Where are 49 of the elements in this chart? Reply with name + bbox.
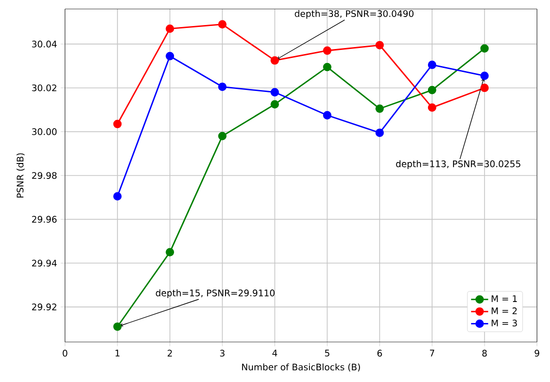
y-tick-label: 30.04 xyxy=(32,40,57,48)
y-axis-title: PSNR (dB) xyxy=(16,153,25,198)
point xyxy=(375,40,384,50)
annotation: depth=15, PSNR=29.9110 xyxy=(156,289,275,298)
x-tick-label: 9 xyxy=(534,350,540,357)
point xyxy=(375,104,384,113)
point xyxy=(166,248,174,256)
y-tick-label: 30.00 xyxy=(32,128,57,136)
point xyxy=(113,120,122,128)
point xyxy=(113,192,122,200)
point xyxy=(218,20,227,29)
point xyxy=(323,62,332,72)
x-tick-label: 3 xyxy=(220,350,224,357)
point xyxy=(218,82,227,91)
y-tick-label: 29.92 xyxy=(32,304,56,310)
point xyxy=(480,84,489,92)
point xyxy=(323,111,332,120)
y-tick-label: 29.98 xyxy=(32,172,57,179)
point xyxy=(480,72,489,80)
point xyxy=(166,52,174,60)
y-tick-label: 29.96 xyxy=(32,216,57,223)
legend-label: M = 3 xyxy=(492,320,517,326)
x-tick-label: 5 xyxy=(325,350,330,356)
x-tick-label: 4 xyxy=(272,350,278,356)
point xyxy=(113,322,122,331)
x-tick-label: 0 xyxy=(62,350,68,357)
x-axis-title: Number of BasicBlocks (B) xyxy=(242,363,360,372)
annotation: depth=113, PSNR=30.0255 xyxy=(396,160,520,169)
point xyxy=(323,46,332,55)
point xyxy=(480,44,489,53)
annotation: depth=38, PSNR=30.0490 xyxy=(294,10,414,19)
y-tick-label: 29.94 xyxy=(32,260,57,267)
x-tick-label: 1 xyxy=(116,350,120,356)
x-tick-label: 7 xyxy=(430,350,434,356)
point xyxy=(428,86,436,94)
legend-label: M = 2 xyxy=(492,307,517,314)
legend-label: M = 1 xyxy=(492,295,517,302)
x-tick-label: 2 xyxy=(168,350,172,356)
x-tick-label: 8 xyxy=(482,350,487,357)
x-tick-label: 6 xyxy=(377,350,382,357)
point xyxy=(428,103,436,112)
point xyxy=(270,56,279,65)
point xyxy=(218,132,227,140)
point xyxy=(166,24,174,33)
point xyxy=(270,100,279,108)
point xyxy=(428,60,436,70)
point xyxy=(375,128,384,137)
y-tick-label: 30.02 xyxy=(32,84,56,92)
point xyxy=(270,88,279,96)
